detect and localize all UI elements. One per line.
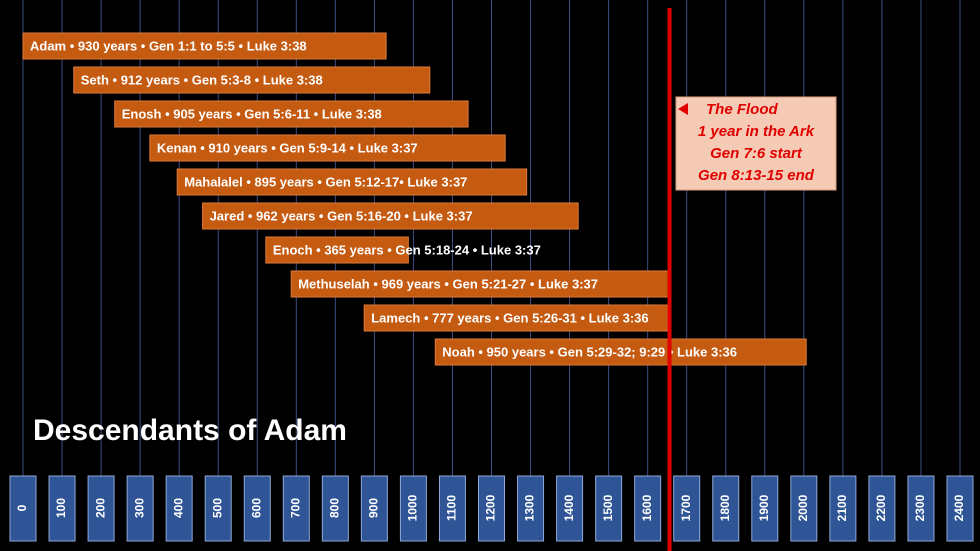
tick-box <box>673 475 701 542</box>
tick-box <box>438 475 466 542</box>
x-tick-label: 1900 <box>757 494 771 521</box>
bar <box>114 100 469 128</box>
x-tick-label: 100 <box>54 498 68 518</box>
x-tick-label: 1600 <box>640 494 654 521</box>
bar <box>176 168 528 196</box>
x-tick-label: 1700 <box>679 494 693 521</box>
x-tick-label: 500 <box>210 498 224 518</box>
tick-box <box>478 475 505 542</box>
bar <box>434 338 807 366</box>
bar-label: Noah • 950 years • Gen 5:29-32; 9:29 • L… <box>442 344 737 359</box>
x-tick-label: 0 <box>15 504 29 511</box>
bar-label: Adam • 930 years • Gen 1:1 to 5:5 • Luke… <box>30 38 307 53</box>
x-tick-label: 2400 <box>952 494 966 521</box>
x-tick-label: 1500 <box>601 494 615 521</box>
tick-box <box>790 475 818 542</box>
tick-box <box>243 475 271 542</box>
flood-annotation: Gen 7:6 start <box>710 145 803 162</box>
bar-label: Enosh • 905 years • Gen 5:6-11 • Luke 3:… <box>122 106 382 121</box>
tick-box <box>9 475 37 542</box>
tick-box <box>634 475 662 542</box>
tick-box <box>165 475 193 542</box>
flood-annotation: The Flood <box>706 101 778 118</box>
x-tick-label: 1100 <box>445 495 459 521</box>
bar-label: Jared • 962 years • Gen 5:16-20 • Luke 3… <box>210 208 473 223</box>
x-tick-label: 200 <box>93 498 107 518</box>
x-tick-label: 1400 <box>562 494 576 521</box>
x-tick-label: 2100 <box>835 494 849 521</box>
bar <box>202 202 579 230</box>
tick-box <box>204 475 232 542</box>
x-tick-label: 1300 <box>523 494 537 521</box>
tick-box <box>282 475 310 542</box>
bar <box>73 66 431 94</box>
tick-box <box>87 475 115 542</box>
tick-box <box>712 475 740 542</box>
tick-box <box>517 475 545 542</box>
bar <box>363 304 669 332</box>
tick-box <box>868 475 896 542</box>
tick-box <box>126 475 154 542</box>
tick-box <box>595 475 623 542</box>
bar-label: Methuselah • 969 years • Gen 5:21-27 • L… <box>298 276 598 291</box>
tick-box <box>360 475 388 542</box>
tick-box <box>829 475 857 542</box>
bar-label: Mahalalel • 895 years • Gen 5:12-17• Luk… <box>184 174 467 189</box>
bar <box>265 236 409 264</box>
bar-label: Seth • 912 years • Gen 5:3-8 • Luke 3:38 <box>81 72 323 87</box>
bar-label: Kenan • 910 years • Gen 5:9-14 • Luke 3:… <box>157 140 418 155</box>
bar-label: Lamech • 777 years • Gen 5:26-31 • Luke … <box>371 310 648 325</box>
tick-box <box>907 475 935 542</box>
flood-annotation: Gen 8:13-15 end <box>698 167 815 184</box>
x-tick-label: 700 <box>288 498 302 518</box>
x-tick-label: 900 <box>367 498 381 518</box>
x-tick-label: 1800 <box>718 494 732 521</box>
tick-box <box>556 475 584 542</box>
x-tick-label: 400 <box>171 498 185 518</box>
x-tick-label: 2000 <box>796 494 810 521</box>
x-tick-label: 2200 <box>874 494 888 521</box>
tick-box <box>946 475 974 542</box>
bar <box>290 270 671 298</box>
tick-box <box>399 475 427 542</box>
tick-box <box>48 475 76 542</box>
tick-box <box>751 475 779 542</box>
bar-label: Enoch • 365 years • Gen 5:18-24 • Luke 3… <box>273 242 541 257</box>
tick-box <box>321 475 349 542</box>
flood-box <box>675 96 837 191</box>
arrow-icon <box>678 103 688 115</box>
x-tick-label: 800 <box>328 498 342 518</box>
flood-annotation: 1 year in the Ark <box>698 123 815 140</box>
bar <box>149 134 506 162</box>
chart-title: Descendants of Adam <box>33 414 347 447</box>
x-tick-label: 1200 <box>484 494 498 521</box>
x-tick-label: 2300 <box>913 494 927 521</box>
x-tick-label: 300 <box>132 498 146 518</box>
x-tick-label: 1000 <box>406 494 420 521</box>
x-tick-label: 600 <box>249 498 263 518</box>
bar <box>22 32 387 60</box>
